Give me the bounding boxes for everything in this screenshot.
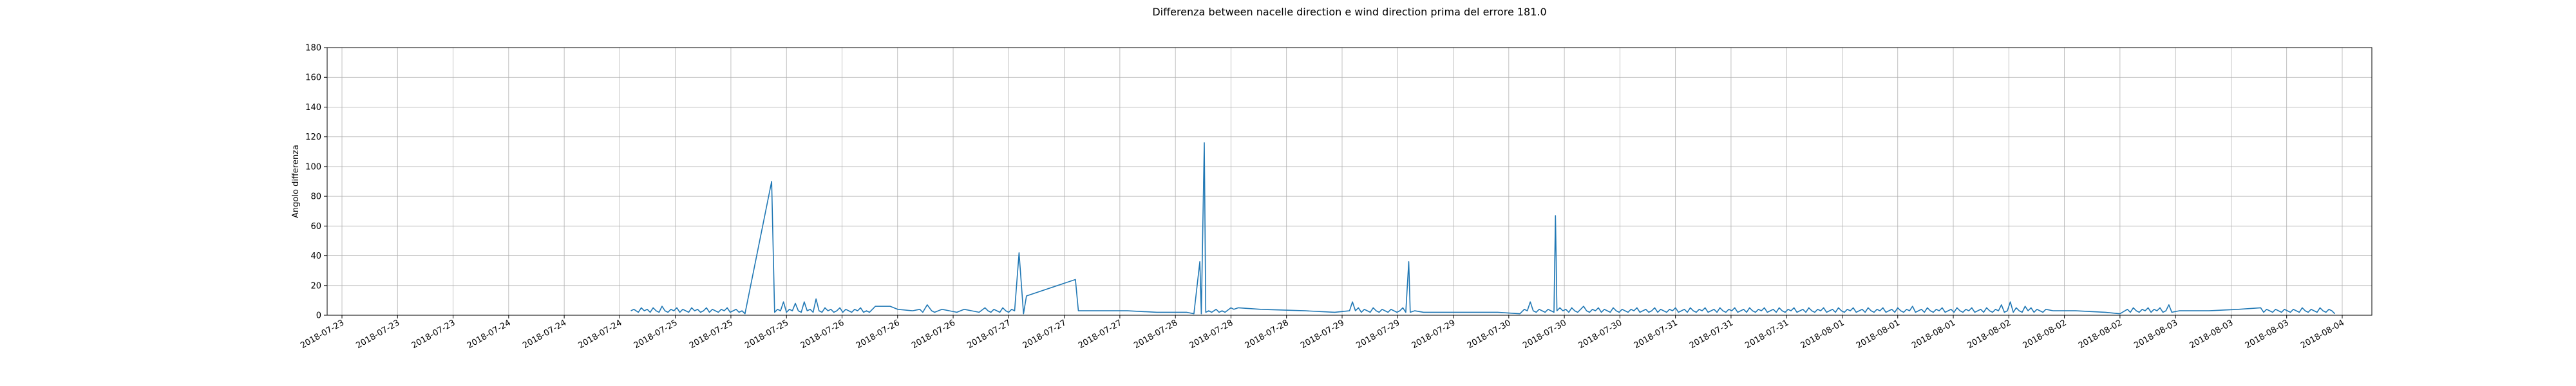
x-tick-label: 2018-07-31 — [1743, 318, 1790, 351]
y-tick-label: 80 — [310, 192, 321, 202]
y-tick-label: 60 — [310, 222, 321, 232]
y-axis-label: Angolo differenza — [291, 145, 301, 218]
x-tick-label: 2018-07-31 — [1633, 318, 1680, 351]
x-tick-label: 2018-07-23 — [410, 318, 457, 351]
x-tick-label: 2018-07-31 — [1688, 318, 1735, 351]
y-tick-label: 120 — [305, 133, 321, 142]
plot-frame — [327, 47, 2372, 316]
grid-lines — [327, 47, 2372, 316]
x-tick-label: 2018-07-23 — [354, 318, 401, 351]
series-line — [630, 142, 2336, 315]
x-tick-label: 2018-08-01 — [1910, 318, 1957, 351]
x-tick-label: 2018-08-04 — [2299, 318, 2346, 351]
x-tick-label: 2018-07-25 — [632, 318, 679, 351]
x-axis-ticks: 2018-07-23 2018-07-23 2018-07-23 2018-07-24… — [299, 315, 2346, 351]
x-tick-label: 2018-07-24 — [466, 318, 513, 351]
x-tick-label: 2018-07-30 — [1577, 318, 1624, 351]
y-tick-label: 40 — [310, 252, 321, 261]
chart-title: Differenza between nacelle direction e w… — [1152, 6, 1546, 18]
x-tick-label: 2018-07-28 — [1244, 318, 1291, 351]
x-tick-label: 2018-08-02 — [2077, 318, 2124, 351]
x-tick-label: 2018-08-02 — [2022, 318, 2069, 351]
series-layer — [630, 142, 2336, 315]
y-tick-label: 160 — [305, 73, 321, 83]
x-tick-label: 2018-08-03 — [2188, 318, 2235, 351]
y-tick-label: 0 — [316, 311, 321, 321]
y-tick-label: 140 — [305, 103, 321, 113]
x-tick-label: 2018-07-27 — [1021, 318, 1068, 351]
x-tick-label: 2018-08-02 — [1965, 318, 2012, 351]
x-tick-label: 2018-08-01 — [1855, 318, 1902, 351]
x-tick-label: 2018-07-29 — [1410, 318, 1457, 351]
x-tick-label: 2018-07-30 — [1521, 318, 1568, 351]
y-tick-label: 100 — [305, 162, 321, 172]
x-tick-label: 2018-07-30 — [1466, 318, 1513, 351]
x-tick-label: 2018-07-26 — [799, 318, 846, 351]
y-tick-label: 180 — [305, 44, 321, 53]
x-tick-label: 2018-07-29 — [1354, 318, 1401, 351]
x-tick-label: 2018-07-25 — [688, 318, 735, 351]
x-tick-label: 2018-07-28 — [1132, 318, 1179, 351]
x-tick-label: 2018-07-29 — [1299, 318, 1346, 351]
y-axis-ticks: 0 20 40 60 80 100 120 140 160 180 — [305, 44, 327, 321]
x-tick-label: 2018-07-23 — [299, 318, 346, 351]
x-tick-label: 2018-07-24 — [576, 318, 623, 351]
x-tick-label: 2018-08-03 — [2244, 318, 2291, 351]
y-tick-label: 20 — [310, 281, 321, 291]
x-tick-label: 2018-07-25 — [743, 318, 790, 351]
x-tick-label: 2018-07-26 — [910, 318, 957, 351]
x-tick-label: 2018-07-26 — [855, 318, 902, 351]
x-tick-label: 2018-08-01 — [1799, 318, 1846, 351]
x-tick-label: 2018-07-27 — [1077, 318, 1124, 351]
x-tick-label: 2018-07-24 — [521, 318, 568, 351]
x-tick-label: 2018-07-28 — [1188, 318, 1235, 351]
x-tick-label: 2018-08-03 — [2132, 318, 2179, 351]
x-tick-label: 2018-07-27 — [965, 318, 1012, 351]
